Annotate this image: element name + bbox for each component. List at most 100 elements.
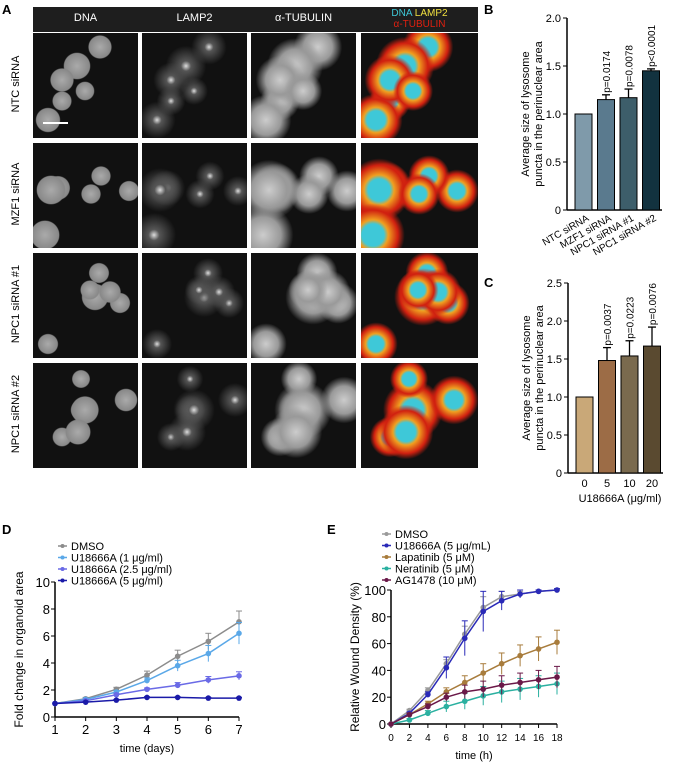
data-point bbox=[52, 700, 58, 707]
p-value-label: p=0.0223 bbox=[626, 296, 637, 338]
data-point bbox=[461, 635, 468, 642]
data-point bbox=[517, 652, 523, 659]
data-point bbox=[205, 695, 212, 701]
legend-marker bbox=[60, 555, 65, 560]
data-point bbox=[498, 682, 505, 688]
legend-label: U18666A (1 μg/ml) bbox=[71, 553, 163, 565]
chart-c: 0 0.5 1.0 1.5 2.0 2.5 Average size of lysosome… bbox=[521, 278, 663, 505]
data-point bbox=[144, 677, 150, 684]
legend-label: DMSO bbox=[395, 529, 428, 541]
data-point bbox=[236, 673, 242, 679]
data-point bbox=[498, 660, 505, 667]
data-point bbox=[388, 721, 394, 727]
y-tick-label: 8 bbox=[43, 602, 50, 617]
data-point bbox=[113, 691, 120, 698]
data-point bbox=[82, 699, 89, 705]
column-header-dna: DNA bbox=[73, 12, 98, 24]
x-tick-label: 5 bbox=[604, 478, 610, 490]
scale-bar bbox=[43, 122, 68, 124]
panel-label-e: E bbox=[327, 522, 336, 537]
y-axis-label: Fold change in organoid area bbox=[12, 571, 26, 727]
y-tick-label: 4 bbox=[43, 656, 50, 671]
y-axis-label: Average size of lysosome bbox=[521, 315, 533, 440]
series-line bbox=[390, 676, 558, 725]
x-tick-label: 20 bbox=[646, 478, 658, 490]
dna-image bbox=[33, 253, 138, 358]
dna-image bbox=[33, 143, 138, 248]
data-point bbox=[144, 686, 150, 693]
data-point bbox=[443, 703, 450, 710]
y-tick-label: 40 bbox=[372, 663, 386, 678]
x-tick-label: 12 bbox=[496, 733, 508, 744]
legend-marker bbox=[384, 578, 389, 582]
data-point bbox=[144, 694, 150, 701]
y-tick-label: 2.5 bbox=[547, 278, 562, 290]
data-point bbox=[113, 697, 120, 703]
x-tick-label: 6 bbox=[444, 733, 450, 744]
x-tick-label: 7 bbox=[235, 722, 242, 737]
y-tick-label: 6 bbox=[43, 629, 50, 644]
y-tick-label: 0 bbox=[43, 710, 50, 725]
x-tick-label: 1 bbox=[51, 722, 58, 737]
chart-e: 0 20 40 60 80 100 0 2 4 6 8 10 12 14 16 18 time (h) Relat… bbox=[348, 529, 563, 762]
p-value-label: p=0.0174 bbox=[602, 50, 613, 92]
data-point bbox=[236, 619, 242, 625]
data-point bbox=[480, 686, 487, 692]
microscopy-header: DNA LAMP2 α-TUBULIN DNA LAMP2 α-TUBULIN bbox=[33, 7, 478, 32]
bar bbox=[620, 355, 639, 474]
x-axis-label: U18666A (μg/ml) bbox=[579, 493, 662, 505]
data-point bbox=[554, 639, 560, 646]
data-point bbox=[443, 664, 450, 671]
legend-label: Lapatinib (5 μM) bbox=[395, 552, 475, 564]
data-point bbox=[461, 698, 468, 705]
legend-label: U18666A (2.5 μg/ml) bbox=[71, 564, 172, 576]
y-axis-label: puncta in the perinuclear area bbox=[533, 40, 545, 186]
data-point bbox=[554, 674, 560, 680]
legend-marker bbox=[60, 544, 65, 548]
data-point bbox=[535, 588, 542, 595]
legend-marker bbox=[384, 555, 389, 559]
lamp2-image bbox=[142, 363, 247, 468]
p-value-label: p=0.0076 bbox=[648, 283, 659, 325]
x-tick-label: 14 bbox=[515, 733, 527, 744]
legend-label: U18666A (5 μg/mL) bbox=[395, 541, 491, 553]
x-tick-label: 2 bbox=[407, 733, 413, 744]
panel-label-b: B bbox=[484, 2, 494, 17]
data-point bbox=[535, 646, 542, 652]
y-tick-label: 0 bbox=[555, 205, 561, 217]
data-point bbox=[461, 679, 468, 686]
x-axis-label: time (days) bbox=[120, 743, 174, 755]
lamp2-image bbox=[142, 253, 247, 358]
x-tick-label: 8 bbox=[462, 733, 468, 744]
y-tick-label: 1.0 bbox=[547, 392, 562, 404]
y-tick-label: 2 bbox=[43, 683, 50, 698]
data-point bbox=[498, 597, 505, 604]
p-value-label: p<0.0001 bbox=[647, 24, 658, 66]
series-line bbox=[390, 683, 558, 725]
data-point bbox=[144, 672, 150, 678]
y-axis-label: Average size of lysosome bbox=[520, 51, 532, 176]
data-point bbox=[443, 694, 450, 700]
panel-label-c: C bbox=[484, 275, 494, 290]
data-point bbox=[461, 689, 468, 695]
y-tick-label: 80 bbox=[372, 610, 386, 625]
x-tick-label: 6 bbox=[205, 722, 212, 737]
y-tick-label: 20 bbox=[372, 690, 386, 705]
tubulin-image bbox=[251, 363, 356, 468]
data-point bbox=[480, 670, 487, 676]
merge-lamp2-label: LAMP2 bbox=[414, 8, 448, 19]
tubulin-image bbox=[251, 143, 356, 248]
series-line bbox=[390, 641, 558, 725]
y-tick-label: 1.0 bbox=[546, 109, 561, 121]
panel-label-d: D bbox=[2, 522, 12, 537]
y-tick-label: 10 bbox=[36, 575, 50, 590]
data-point bbox=[425, 703, 431, 710]
y-tick-label: 60 bbox=[372, 637, 386, 652]
x-tick-label: 3 bbox=[113, 722, 120, 737]
dna-image bbox=[33, 363, 138, 468]
bar bbox=[597, 99, 615, 211]
lamp2-image bbox=[142, 143, 247, 248]
series-line bbox=[54, 632, 240, 705]
data-point bbox=[480, 608, 487, 615]
